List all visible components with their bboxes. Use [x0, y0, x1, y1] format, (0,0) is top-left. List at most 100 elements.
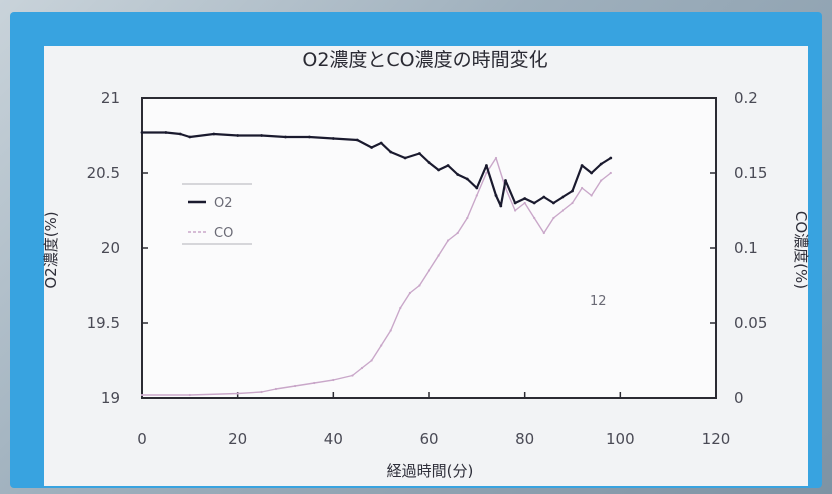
data-point-o2: [456, 173, 460, 176]
data-point-o2: [523, 197, 527, 200]
data-point-co: [542, 231, 545, 235]
data-point-o2: [609, 156, 613, 160]
data-point-o2: [389, 150, 393, 154]
data-point-co: [351, 374, 354, 377]
data-point-o2: [499, 204, 503, 208]
plot-area: [141, 97, 717, 399]
series-line-co: [142, 157, 612, 396]
data-point-co: [418, 284, 421, 287]
y2-tick-label: 0.2: [734, 89, 758, 107]
data-point-co: [590, 194, 593, 197]
data-point-co: [600, 179, 603, 182]
chart-annotation: 12: [590, 294, 607, 309]
data-point-o2: [355, 138, 359, 142]
y-tick-label: 19: [101, 389, 120, 407]
y2-tick-label: 0.1: [734, 239, 758, 257]
data-point-o2: [178, 132, 182, 136]
data-point-o2: [418, 152, 421, 155]
y-tick-label: 20.5: [87, 164, 120, 182]
data-point-co: [514, 209, 517, 212]
data-point-o2: [561, 195, 565, 199]
data-point-co: [523, 201, 526, 205]
data-point-co: [408, 291, 411, 295]
data-point-co: [399, 306, 402, 310]
data-point-co: [552, 216, 555, 220]
data-point-o2: [370, 146, 373, 149]
y2-tick-label: 0.05: [734, 314, 767, 332]
data-point-co: [466, 216, 469, 220]
data-point-co: [294, 384, 297, 388]
data-point-co: [447, 239, 450, 242]
x-tick-label: 100: [606, 430, 635, 448]
data-point-co: [561, 209, 565, 212]
data-point-o2: [188, 135, 192, 139]
data-point-co: [360, 366, 364, 370]
data-point-o2: [552, 201, 555, 205]
x-tick-label: 20: [228, 430, 247, 448]
data-point-o2: [590, 171, 593, 175]
data-point-o2: [542, 195, 546, 199]
data-point-o2: [260, 134, 263, 137]
data-point-o2: [580, 164, 584, 167]
data-point-co: [389, 329, 392, 332]
data-point-o2: [212, 132, 216, 136]
data-point-o2: [164, 131, 168, 134]
data-point-co: [140, 393, 144, 397]
data-point-o2: [504, 179, 507, 182]
data-point-o2: [331, 137, 335, 140]
y2-tick-label: 0: [734, 389, 744, 407]
data-point-co: [533, 216, 536, 220]
x-tick-label: 40: [324, 430, 343, 448]
data-point-co: [437, 254, 440, 257]
y2-tick-label: 0.15: [734, 164, 767, 182]
x-tick-label: 120: [702, 430, 731, 448]
x-axis-label: 経過時間(分): [387, 462, 474, 480]
data-point-o2: [465, 177, 469, 181]
data-point-o2: [140, 131, 144, 134]
data-point-o2: [475, 186, 479, 190]
data-point-co: [494, 156, 498, 160]
data-point-o2: [403, 156, 407, 160]
data-point-o2: [437, 168, 440, 172]
data-point-co: [332, 378, 335, 382]
x-tick-label: 80: [515, 430, 534, 448]
data-point-co: [260, 390, 263, 394]
data-point-co: [370, 359, 373, 362]
y-tick-label: 21: [101, 89, 120, 107]
data-point-o2: [494, 194, 498, 197]
chart-title: O2濃度とCO濃度の時間変化: [302, 49, 547, 71]
data-point-o2: [236, 134, 240, 137]
y-axis-label: O2濃度(%): [42, 211, 60, 288]
data-point-co: [313, 381, 316, 385]
data-point-co: [274, 387, 277, 391]
data-point-o2: [379, 141, 383, 145]
data-point-co: [188, 393, 191, 397]
data-point-o2: [485, 164, 488, 167]
data-point-o2: [284, 135, 287, 139]
x-tick-label: 0: [137, 430, 147, 448]
data-point-o2: [446, 164, 450, 167]
data-point-o2: [571, 189, 574, 193]
y-tick-label: 19.5: [87, 314, 120, 332]
data-point-o2: [599, 162, 603, 166]
data-point-o2: [427, 161, 431, 164]
data-point-o2: [513, 201, 517, 205]
data-point-co: [475, 194, 478, 197]
y2-axis-label: CO濃度(%): [792, 211, 810, 289]
data-point-co: [609, 171, 612, 175]
data-point-o2: [532, 201, 536, 205]
data-point-co: [236, 392, 239, 395]
data-point-co: [485, 171, 488, 175]
legend: O2 CO: [182, 183, 252, 245]
data-point-co: [380, 344, 383, 347]
legend-o2-label: O2: [214, 196, 233, 211]
data-point-co: [581, 186, 584, 190]
y-tick-label: 20: [101, 239, 120, 257]
x-tick-label: 60: [419, 430, 438, 448]
legend-co-label: CO: [214, 226, 233, 241]
data-point-co: [571, 201, 574, 205]
data-point-co: [427, 269, 431, 272]
data-point-co: [456, 231, 459, 235]
data-point-o2: [308, 135, 311, 139]
